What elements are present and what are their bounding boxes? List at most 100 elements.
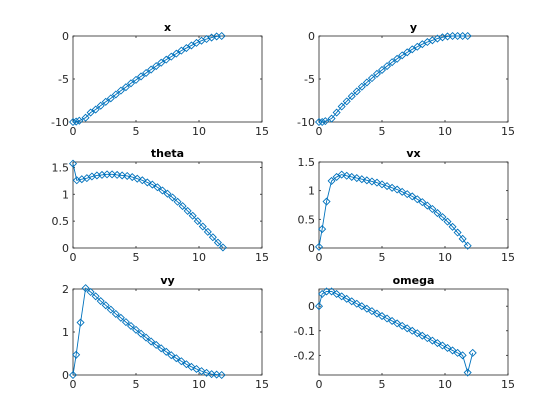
data-point (423, 201, 432, 210)
data-point (172, 49, 181, 58)
data-point (314, 302, 324, 311)
subplot-y: y 0 5 10 15 -10 -5 0 (297, 21, 515, 138)
y-tick-label: 1.5 (52, 161, 70, 174)
x-tick-label: 5 (379, 125, 386, 138)
data-point (448, 346, 457, 355)
data-point (213, 238, 222, 247)
data-point (408, 45, 417, 54)
x-tick-label: 5 (133, 251, 140, 264)
data-point (463, 368, 472, 377)
y-tick-label: 0.5 (52, 215, 70, 228)
data-point (116, 313, 125, 322)
data-point (403, 190, 412, 199)
data-point (433, 339, 442, 348)
data-point (372, 309, 381, 318)
data-point (388, 58, 397, 67)
data-point (388, 183, 397, 192)
data-point (147, 65, 156, 74)
x-tick-label: 10 (192, 378, 206, 391)
data-point (438, 213, 447, 222)
data-point (362, 78, 371, 87)
data-point (81, 113, 90, 122)
data-point (468, 348, 477, 357)
data-point (347, 172, 356, 181)
y-tick-label: 1.5 (298, 156, 316, 169)
data-point (327, 176, 336, 185)
data-point (121, 318, 130, 327)
data-point (163, 189, 172, 198)
data-point (458, 234, 467, 243)
data-point (96, 101, 105, 110)
data-point (128, 173, 137, 182)
data-point (101, 97, 110, 106)
subplot-title: vx (406, 147, 420, 160)
y-tick-label: 0 (62, 369, 69, 382)
subplot-omega: omega 0 5 10 15 -0.2 -0.1 0 (294, 274, 515, 391)
data-point (322, 197, 331, 206)
data-point (81, 284, 90, 293)
data-point (413, 195, 422, 204)
axes-box (72, 35, 263, 123)
subplot-title: theta (151, 147, 184, 160)
subplot-x: x 0 5 10 15 -10 -5 0 (51, 21, 269, 138)
axes-box (318, 161, 509, 249)
data-point (116, 86, 125, 95)
data-point (398, 321, 407, 330)
y-tick-label: 0.5 (298, 213, 316, 226)
data-point (357, 175, 366, 184)
data-point (177, 46, 186, 55)
data-point (318, 117, 327, 127)
data-point (118, 171, 127, 180)
data-point (113, 170, 122, 179)
data-point (68, 117, 78, 127)
x-tick-label: 5 (379, 251, 386, 264)
data-point (337, 102, 346, 111)
y-tick-label: -5 (58, 73, 69, 86)
data-point (403, 48, 412, 57)
y-tick-label: -10 (51, 116, 69, 129)
data-point (188, 211, 197, 220)
data-point (321, 117, 330, 126)
data-point (352, 87, 361, 96)
data-point (138, 176, 147, 185)
data-point (182, 360, 191, 369)
data-point (332, 108, 341, 117)
data-point (177, 357, 186, 366)
data-point (153, 183, 162, 192)
x-tick-label: 15 (501, 378, 515, 391)
subplot-vy: vy 0 5 10 15 0 1 2 (62, 274, 269, 391)
data-point (162, 347, 171, 356)
data-point (433, 208, 442, 218)
data-point (408, 326, 417, 335)
data-point (217, 31, 226, 41)
data-point (347, 297, 356, 306)
data-point (453, 228, 462, 237)
data-point (398, 51, 407, 60)
data-point (357, 82, 366, 91)
y-tick-label: 0 (62, 242, 69, 255)
data-point (152, 340, 161, 349)
y-tick-label: 1 (308, 185, 315, 198)
x-tick-label: 0 (70, 378, 77, 391)
data-point (383, 62, 392, 71)
y-tick-label: -5 (304, 73, 315, 86)
data-point (428, 204, 437, 214)
x-tick-label: 10 (192, 251, 206, 264)
data-point (111, 309, 120, 318)
x-tick-label: 10 (438, 125, 452, 138)
data-point (76, 318, 85, 327)
series-line (318, 174, 469, 247)
data-point (377, 65, 387, 75)
x-tick-label: 5 (379, 378, 386, 391)
x-tick-label: 10 (438, 378, 452, 391)
data-point (101, 301, 110, 310)
series-line (72, 35, 222, 123)
data-point (86, 287, 95, 297)
y-tick-label: 0 (308, 242, 315, 255)
data-point (126, 79, 135, 88)
x-tick-label: 10 (192, 125, 206, 138)
data-point (91, 292, 100, 301)
data-point (208, 233, 217, 242)
data-point (367, 74, 376, 83)
subplot-vx: vx 0 5 10 15 0 0.5 1 1.5 (298, 147, 516, 264)
